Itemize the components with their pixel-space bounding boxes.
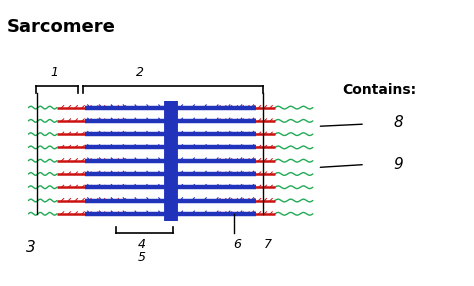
Text: 1: 1 [51, 66, 58, 79]
Text: 8: 8 [393, 115, 403, 130]
Text: 4: 4 [138, 238, 146, 251]
Text: Contains:: Contains: [342, 83, 416, 96]
Text: Sarcomere: Sarcomere [7, 19, 116, 37]
Text: 2: 2 [136, 66, 144, 79]
Text: 6: 6 [233, 238, 241, 251]
Text: 5: 5 [138, 251, 146, 264]
Text: 3: 3 [26, 240, 36, 255]
Text: 7: 7 [264, 238, 272, 251]
Text: 9: 9 [393, 156, 403, 172]
